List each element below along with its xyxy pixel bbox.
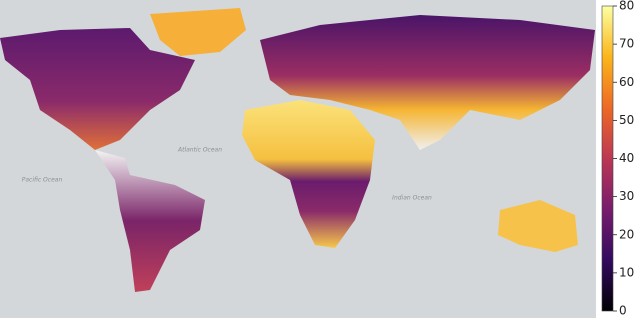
- colorbar-tick-label: 70: [619, 37, 634, 51]
- colorbar-tick-label: 60: [619, 75, 634, 89]
- colorbar-tick-label: 40: [619, 151, 634, 165]
- ocean-label: Atlantic Ocean: [177, 147, 222, 154]
- australia: [498, 200, 578, 252]
- south-america: [95, 150, 205, 292]
- africa: [242, 100, 375, 248]
- greenland: [150, 8, 246, 56]
- north-america: [0, 28, 195, 150]
- ocean-label: Pacific Ocean: [22, 177, 63, 184]
- colorbar-tick-label: 0: [619, 304, 627, 318]
- ocean-label: Indian Ocean: [392, 195, 432, 202]
- eurasia: [260, 15, 595, 150]
- colorbar-tick-label: 30: [619, 189, 634, 203]
- colorbar-tick-label: 10: [619, 265, 634, 279]
- colorbar: [601, 5, 614, 312]
- colorbar-tick-label: 50: [619, 113, 634, 127]
- colorbar-tick-label: 20: [619, 227, 634, 241]
- colorbar-tick-label: 80: [619, 0, 634, 13]
